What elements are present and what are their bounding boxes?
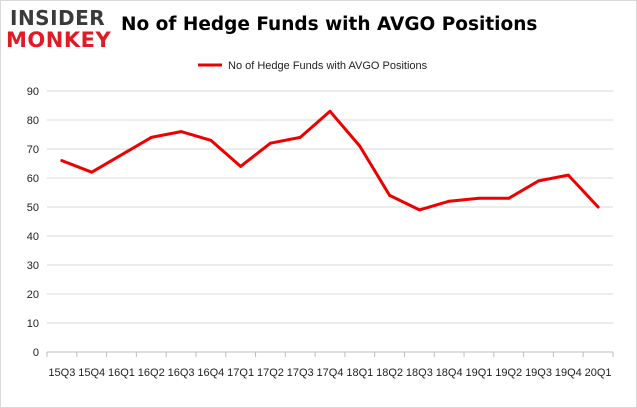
data-point-17Q1 — [239, 165, 243, 168]
y-tick-70: 70 — [27, 144, 39, 156]
chart-title: No of Hedge Funds with AVGO Positions — [121, 14, 538, 35]
data-point-18Q1 — [358, 144, 362, 148]
x-tick-18Q1: 18Q1 — [346, 367, 373, 379]
data-point-19Q2 — [507, 196, 511, 200]
x-tick-18Q2: 18Q2 — [376, 367, 403, 379]
y-tick-20: 20 — [27, 289, 39, 301]
data-point-19Q3 — [537, 179, 540, 183]
legend: No of Hedge Funds with AVGO Positions — [198, 60, 428, 72]
y-tick-0: 0 — [33, 347, 39, 359]
x-tick-16Q2: 16Q2 — [138, 367, 165, 379]
legend-label: No of Hedge Funds with AVGO Positions — [228, 60, 428, 72]
data-point-18Q3 — [417, 208, 421, 212]
data-point-15Q4 — [90, 170, 94, 174]
data-point-18Q4 — [447, 199, 451, 203]
y-tick-90: 90 — [27, 86, 39, 98]
x-tick-18Q4: 18Q4 — [436, 367, 463, 379]
x-tick-17Q2: 17Q2 — [257, 367, 284, 379]
axes — [46, 351, 614, 357]
x-tick-16Q4: 16Q4 — [197, 367, 224, 379]
gridlines — [47, 90, 613, 324]
data-point-19Q1 — [477, 196, 481, 200]
x-tick-19Q3: 19Q3 — [525, 367, 552, 379]
data-point-16Q2 — [149, 136, 153, 139]
series-group — [60, 109, 600, 212]
data-point-16Q1 — [120, 153, 123, 157]
x-tick-15Q4: 15Q4 — [78, 367, 105, 379]
data-point-19Q4 — [566, 173, 570, 177]
logo-line-insider: INSIDER — [10, 6, 106, 30]
data-point-16Q3 — [179, 130, 183, 134]
data-point-15Q3 — [60, 159, 64, 163]
data-point-16Q4 — [209, 138, 213, 142]
x-tick-19Q1: 19Q1 — [465, 367, 492, 379]
x-tick-18Q3: 18Q3 — [406, 367, 433, 379]
y-tick-labels: 0 10 20 30 40 50 60 70 80 90 — [27, 86, 39, 359]
data-point-20Q1 — [596, 205, 600, 209]
x-tick-17Q4: 17Q4 — [317, 367, 344, 379]
x-tick-16Q3: 16Q3 — [168, 367, 195, 379]
insider-monkey-logo: INSIDER MONKEY — [6, 2, 116, 52]
x-tick-20Q1: 20Q1 — [585, 367, 612, 379]
y-tick-40: 40 — [27, 231, 39, 243]
y-tick-50: 50 — [27, 202, 39, 214]
series-line-0 — [60, 109, 600, 212]
x-tick-19Q4: 19Q4 — [555, 367, 582, 379]
y-tick-80: 80 — [27, 115, 39, 127]
y-tick-30: 30 — [27, 260, 39, 272]
y-tick-10: 10 — [27, 318, 39, 330]
x-tick-17Q3: 17Q3 — [287, 367, 314, 379]
logo-line-monkey: MONKEY — [6, 28, 112, 52]
data-point-17Q2 — [269, 141, 272, 145]
data-point-18Q2 — [388, 194, 391, 197]
x-tick-15Q3: 15Q3 — [48, 367, 75, 379]
y-tick-60: 60 — [27, 173, 39, 185]
x-tick-16Q1: 16Q1 — [108, 367, 135, 379]
x-tick-labels: 15Q3 15Q4 16Q1 16Q2 16Q3 16Q4 17Q1 17Q2 17Q3 17Q4… — [48, 367, 611, 379]
data-point-17Q4 — [328, 109, 332, 113]
x-tick-17Q1: 17Q1 — [227, 367, 254, 379]
data-point-17Q3 — [298, 136, 302, 139]
x-tick-19Q2: 19Q2 — [495, 367, 522, 379]
